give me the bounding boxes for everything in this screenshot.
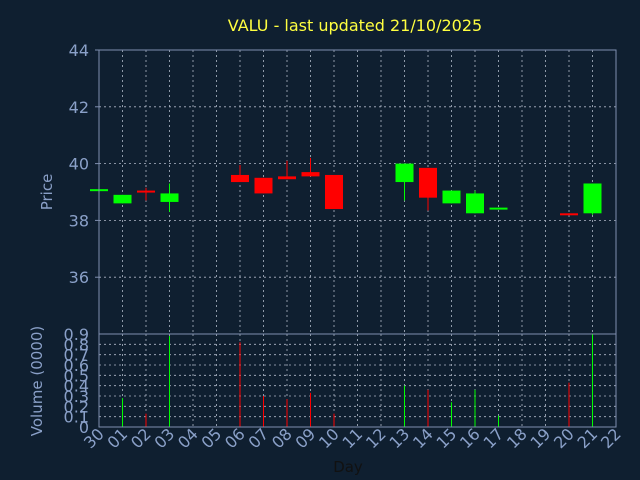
volume-plot-frame: [98, 333, 617, 428]
candle-body: [301, 172, 320, 177]
price-tick-label: 36: [69, 268, 89, 287]
candle-body: [489, 207, 508, 210]
volume-tick-label: 0.5: [64, 366, 89, 385]
price-tick-label: 44: [69, 41, 89, 60]
candle-body: [137, 190, 155, 193]
candle-body: [325, 174, 343, 210]
candle-body: [419, 167, 437, 198]
volume-tick-label: 0: [79, 418, 89, 437]
volume-tick-label: 0.2: [64, 397, 89, 416]
candles: [90, 157, 602, 216]
candle-body: [395, 163, 414, 183]
volume-bars: [122, 334, 593, 427]
candle-body: [466, 193, 484, 214]
price-y-tick-labels: 36 38 40 42 44: [69, 41, 89, 287]
candle-body: [254, 177, 273, 194]
volume-tick-label: 0.3: [64, 387, 89, 406]
candle-body: [560, 213, 578, 216]
chart-title: VALU - last updated 21/10/2025: [228, 16, 482, 35]
volume-tick-label: 0.4: [64, 377, 89, 396]
price-axis-label: Price: [38, 174, 56, 211]
volume-tick-label: 0.8: [64, 335, 89, 354]
price-tick-label: 38: [69, 211, 89, 230]
candle-body: [113, 194, 132, 204]
volume-y-tick-labels: 00.10.20.30.40.50.60.70.80.9: [64, 325, 89, 437]
candle-body: [442, 190, 461, 204]
volume-tick-label: 0.7: [64, 346, 89, 365]
volume-tick-label: 0.1: [64, 408, 89, 427]
volume-axis-label: Volume (0000): [28, 326, 46, 436]
volume-tick-label: 0.9: [64, 325, 89, 344]
volume-tick-label: 0.6: [64, 356, 89, 375]
candle-body: [278, 176, 296, 180]
x-tick-labels: 3001020304050607080910111213141516171819…: [80, 424, 625, 452]
candle-body: [160, 193, 179, 202]
price-tick-label: 42: [69, 98, 89, 117]
candle-body: [583, 183, 602, 214]
candle-body: [231, 174, 249, 183]
x-axis-label: Day: [333, 458, 363, 476]
price-tick-label: 40: [69, 155, 89, 174]
